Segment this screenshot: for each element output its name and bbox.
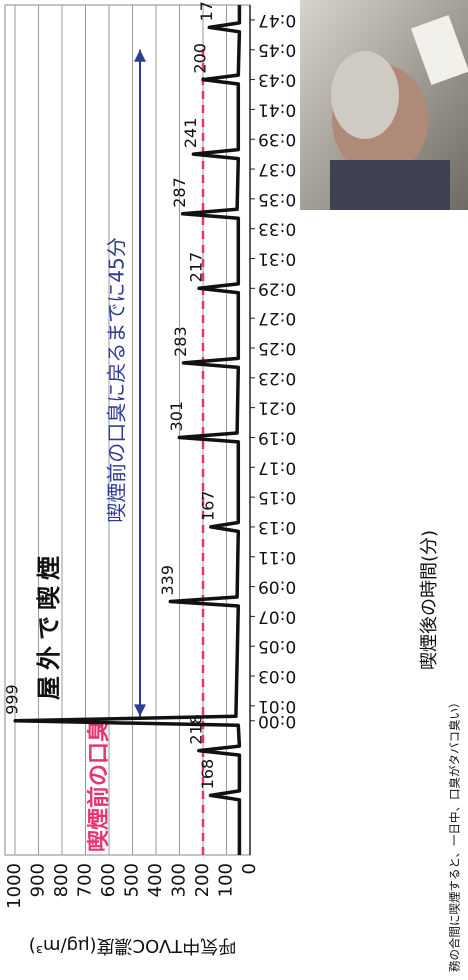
reference-label: 喫煙前の口臭 [86, 720, 112, 852]
annotation: 喫煙前の口臭に戻るまでに45分 [105, 237, 129, 522]
photo-hair [331, 51, 399, 139]
photo-paper [410, 14, 468, 86]
x-tick-label: 0:09 [258, 577, 296, 597]
data-label: 173 [197, 0, 216, 21]
x-tick-label: 0:25 [258, 338, 296, 358]
x-tick-label: 0:47 [258, 10, 296, 30]
data-label: 167 [198, 490, 217, 521]
y-tick-label: 100 [216, 863, 237, 897]
x-tick-label: 0:03 [258, 666, 296, 686]
y-tick-label: 500 [122, 863, 143, 897]
x-tick-label: 0:17 [258, 457, 296, 477]
note: 務の合間に喫煙すると、一日中、口臭がタバコ臭い） [448, 696, 462, 972]
x-tick-label: 0:23 [258, 368, 296, 388]
annotation: 屋外で喫煙 [35, 550, 63, 700]
x-tick-label: 0:31 [258, 249, 296, 269]
x-tick-label: 0:33 [258, 219, 296, 239]
data-label: 301 [167, 401, 186, 432]
plot-group: 010020030040050060070080090010000:000:01… [3, 0, 462, 972]
y-axis-title: 呼気中TVOC濃度(μg/m³) [29, 935, 236, 956]
y-tick-label: 0 [239, 863, 260, 874]
data-label: 218 [186, 714, 205, 745]
y-tick-label: 300 [169, 863, 190, 897]
y-tick-label: 700 [75, 863, 96, 897]
x-tick-label: 0:15 [258, 487, 296, 507]
data-label: 168 [198, 759, 217, 790]
y-tick-label: 1000 [4, 863, 25, 909]
data-label: 241 [181, 118, 200, 149]
x-tick-label: 0:07 [258, 606, 296, 626]
x-tick-label: 0:41 [258, 99, 296, 119]
data-label: 339 [158, 565, 177, 596]
photo-shirt [330, 160, 450, 210]
y-tick-label: 900 [28, 863, 49, 897]
x-tick-label: 0:27 [258, 308, 296, 328]
y-tick-label: 600 [98, 863, 119, 897]
data-label: 287 [170, 177, 189, 208]
data-label: 200 [191, 43, 210, 74]
x-tick-label: 0:05 [258, 636, 296, 656]
x-tick-label: 0:11 [258, 547, 296, 567]
x-tick-label: 0:13 [258, 517, 296, 537]
y-tick-label: 400 [145, 863, 166, 897]
y-tick-label: 200 [192, 863, 213, 897]
x-tick-label: 0:21 [258, 398, 296, 418]
x-tick-label: 0:45 [258, 40, 296, 60]
photo [300, 0, 468, 210]
data-label: 999 [3, 684, 22, 715]
x-tick-label: 0:00 [258, 711, 296, 731]
data-label: 217 [187, 252, 206, 283]
x-tick-label: 0:35 [258, 189, 296, 209]
y-tick-label: 800 [51, 863, 72, 897]
x-tick-label: 0:29 [258, 278, 296, 298]
x-tick-label: 0:43 [258, 70, 296, 90]
data-label: 283 [171, 326, 190, 357]
x-axis-title: 喫煙後の時間(分) [419, 530, 440, 670]
x-tick-label: 0:01 [258, 696, 296, 716]
x-tick-label: 0:19 [258, 427, 296, 447]
x-tick-label: 0:37 [258, 159, 296, 179]
x-tick-label: 0:39 [258, 129, 296, 149]
data-line [13, 5, 242, 855]
